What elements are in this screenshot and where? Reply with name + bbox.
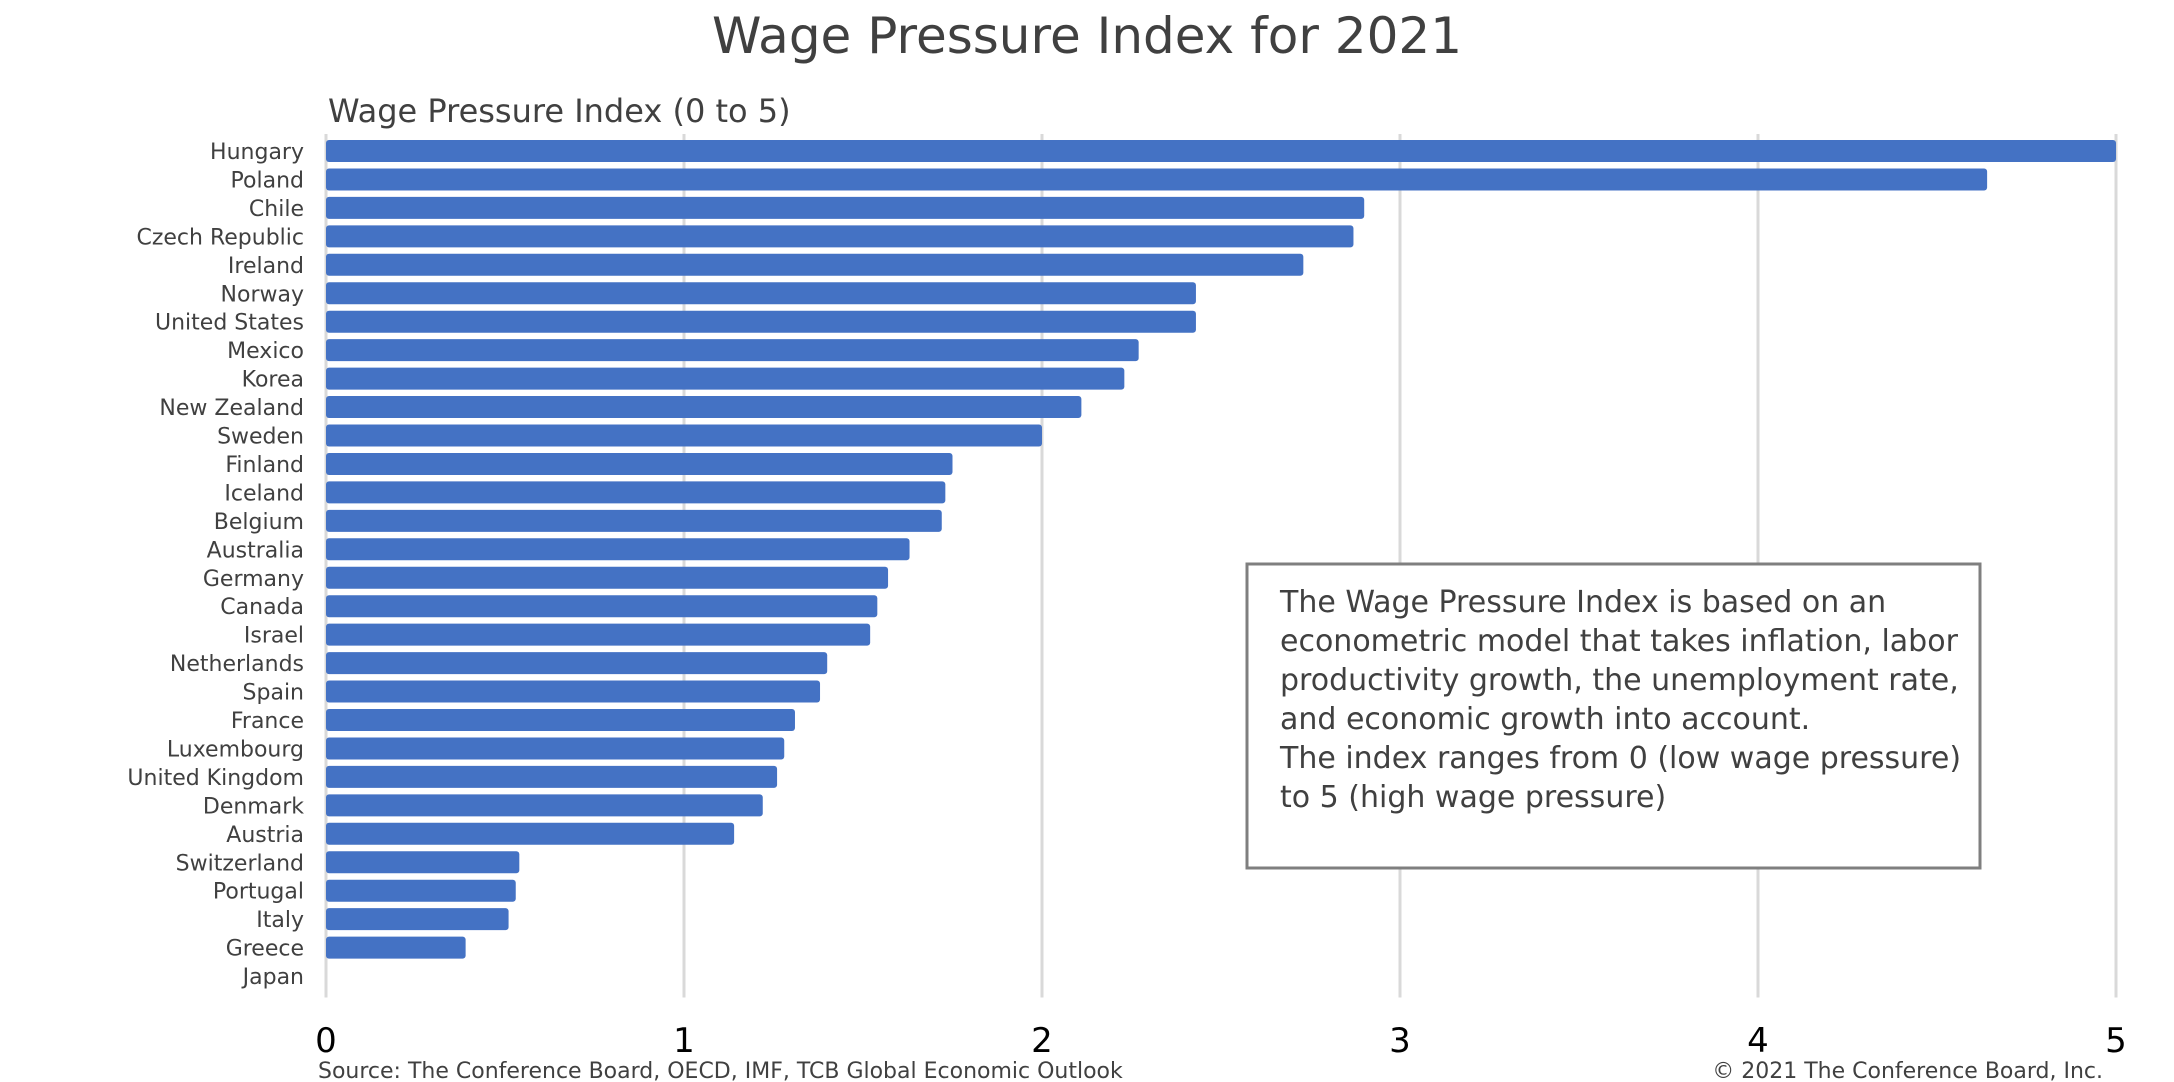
category-label-korea: Korea [242,368,304,393]
category-label-greece: Greece [226,937,304,962]
bar-denmark [326,794,763,817]
category-label-hungary: Hungary [210,140,304,165]
category-label-germany: Germany [203,567,304,592]
bar-greece [326,936,466,959]
bar-canada [326,595,878,618]
annotation-box-border [1245,562,1982,870]
bar-switzerland [326,851,520,874]
category-label-japan: Japan [241,965,304,990]
annotation-line-5: The index ranges from 0 (low wage pressu… [1279,741,1961,776]
bar-poland [326,168,1988,191]
bar-ireland [326,253,1304,276]
category-label-canada: Canada [220,595,304,620]
source-note: Source: The Conference Board, OECD, IMF,… [318,1059,1123,1082]
annotation-line-0: The Wage Pressure Index is based on an [1279,585,1886,620]
bar-chile [326,196,1365,219]
category-label-france: France [231,709,304,734]
annotation-line-1: econometric model that takes inflation, … [1280,624,1959,659]
category-label-belgium: Belgium [214,510,304,535]
x-axis-tick-labels: 0 1 2 3 4 5 [315,1021,2127,1061]
category-label-iceland: Iceland [224,481,304,506]
bar-israel [326,623,871,646]
bar-luxembourg [326,737,785,760]
bar-germany [326,566,889,589]
category-labels: Hungary Poland Chile Czech Republic Ireland N… [127,140,304,990]
bar-united-kingdom [326,765,778,788]
category-label-norway: Norway [221,282,304,307]
bar-spain [326,680,821,703]
category-label-italy: Italy [256,908,304,933]
category-label-new-zealand: New Zealand [159,396,304,421]
bar-czech-republic [326,225,1354,248]
x-tick-label-2: 2 [1031,1021,1053,1061]
category-label-ireland: Ireland [228,254,304,279]
annotation-line-2: productivity growth, the unemployment ra… [1280,663,1959,698]
bar-norway [326,282,1196,305]
bar-korea [326,367,1125,390]
category-label-luxembourg: Luxembourg [167,737,304,762]
category-label-israel: Israel [244,624,304,649]
bar-hungary [326,140,2116,162]
category-label-chile: Chile [249,197,304,222]
bar-italy [326,908,509,931]
category-label-portugal: Portugal [213,880,304,905]
x-tick-label-1: 1 [673,1021,695,1061]
category-label-australia: Australia [207,538,304,563]
x-tick-label-5: 5 [2105,1021,2127,1061]
bar-portugal [326,879,516,902]
category-label-united-states: United States [155,311,304,336]
annotation-line-6: to 5 (high wage pressure) [1280,780,1666,815]
category-label-switzerland: Switzerland [176,851,304,876]
category-label-austria: Austria [226,823,304,848]
chart-subtitle: Wage Pressure Index (0 to 5) [328,92,791,130]
category-label-czech-republic: Czech Republic [136,225,304,250]
annotation-text: The Wage Pressure Index is based on an ec… [1279,585,1961,815]
copyright-note: © 2021 The Conference Board, Inc. [1712,1059,2103,1082]
x-tick-label-3: 3 [1389,1021,1411,1061]
bar-austria [326,822,735,845]
bar-united-states [326,310,1196,333]
category-label-united-kingdom: United Kingdom [127,766,304,791]
category-label-netherlands: Netherlands [170,652,304,677]
chart-title: Wage Pressure Index for 2021 [712,7,1462,65]
annotation-line-3: and economic growth into account. [1280,702,1810,737]
x-tick-label-4: 4 [1747,1021,1769,1061]
category-label-sweden: Sweden [217,425,304,450]
category-label-poland: Poland [231,168,304,193]
category-label-spain: Spain [243,681,304,706]
x-tick-label-0: 0 [315,1021,337,1061]
bar-new-zealand [326,396,1082,419]
bar-france [326,709,795,731]
bar-belgium [326,509,942,532]
bar-finland [326,452,953,475]
annotation-box: The Wage Pressure Index is based on an ec… [1245,562,1982,870]
bar-australia [326,538,910,561]
bar-sweden [326,424,1042,447]
category-label-finland: Finland [225,453,304,478]
category-label-mexico: Mexico [227,339,304,364]
bar-mexico [326,339,1139,362]
bar-iceland [326,481,946,504]
bars [326,140,2116,959]
category-label-denmark: Denmark [203,794,304,819]
bar-netherlands [326,652,828,675]
